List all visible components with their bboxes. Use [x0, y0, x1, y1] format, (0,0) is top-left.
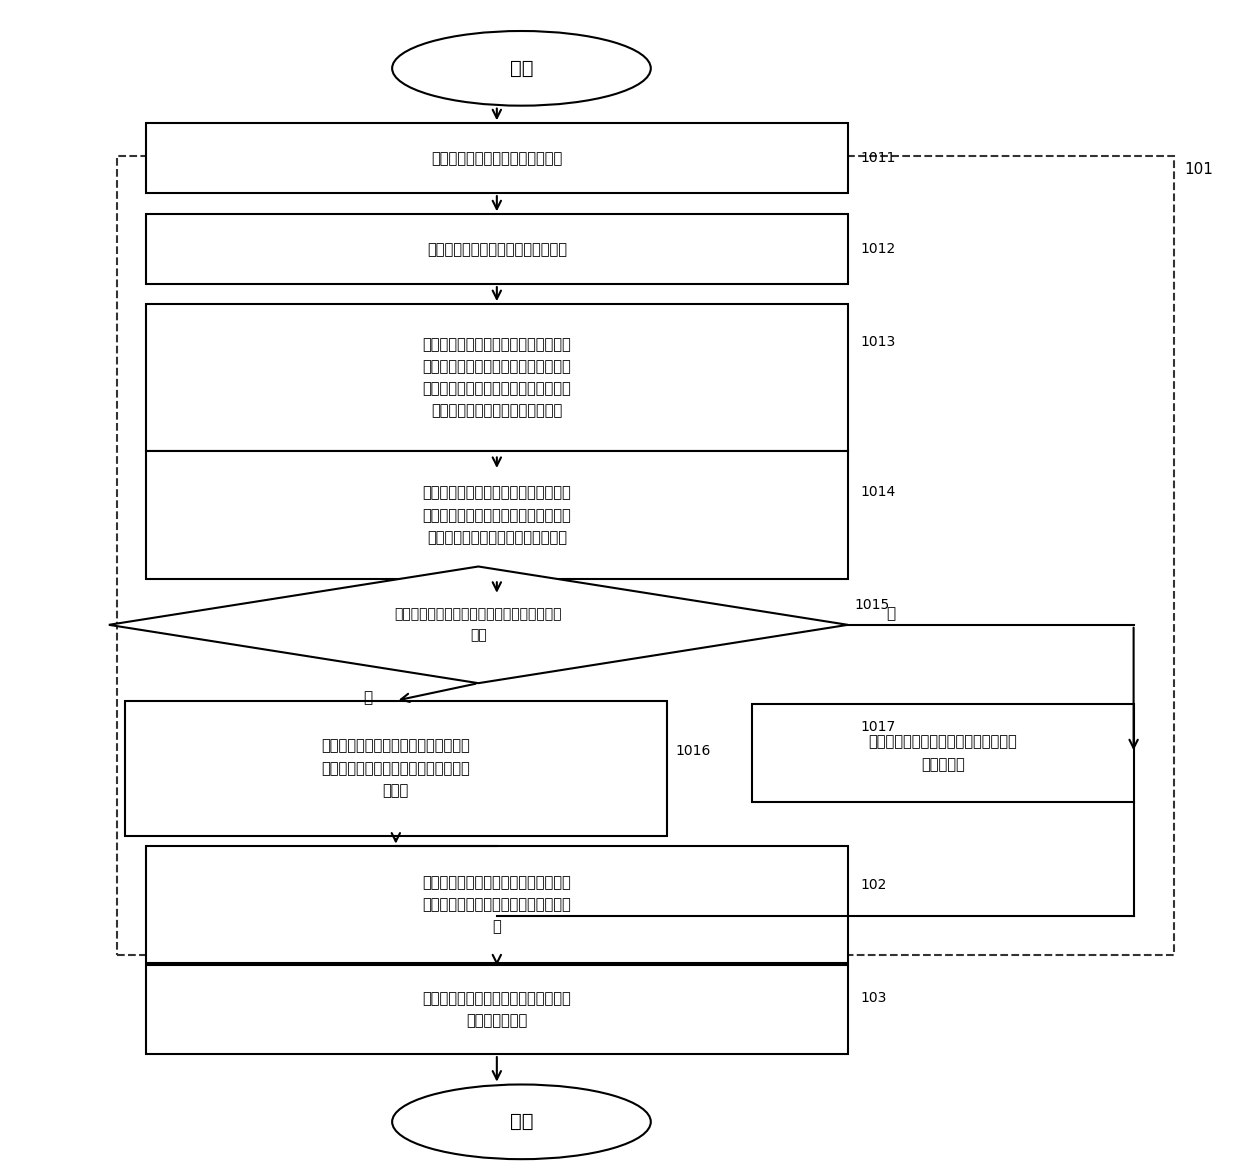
Bar [125, 700, 667, 835]
Bar [146, 966, 848, 1054]
Bar [146, 451, 848, 579]
Text: 1011: 1011 [861, 152, 895, 166]
Bar [751, 704, 1133, 803]
Text: 结束: 结束 [510, 1113, 533, 1132]
Text: 分别搭建两级涡轮增压器的仿真模型: 分别搭建两级涡轮增压器的仿真模型 [427, 242, 567, 256]
Text: 对可调两级涡轮增压发动机的实时仿真
模型进行实时化: 对可调两级涡轮增压发动机的实时仿真 模型进行实时化 [423, 992, 572, 1028]
Bar [146, 304, 848, 451]
Text: 是: 是 [363, 690, 372, 705]
Text: 搭建自然吸气型发动机的仿真模型: 搭建自然吸气型发动机的仿真模型 [432, 150, 563, 166]
Bar [146, 846, 848, 964]
Text: 1015: 1015 [854, 598, 889, 612]
Text: 1013: 1013 [861, 336, 895, 349]
Text: 1016: 1016 [676, 744, 711, 758]
Text: 1012: 1012 [861, 242, 895, 256]
Text: 1017: 1017 [861, 720, 895, 734]
Text: 对自然吸气型发动机的仿真模型以及两
级涡轮增压器的仿真模型进行联合调试
，得到可调两级涡轮增压发动机的基于
多元非线性微分方程组的仿真模型: 对自然吸气型发动机的仿真模型以及两 级涡轮增压器的仿真模型进行联合调试 ，得到可… [423, 337, 572, 418]
Ellipse shape [392, 1085, 651, 1160]
Bar [118, 156, 1174, 955]
Text: 101: 101 [1184, 162, 1213, 176]
Polygon shape [109, 566, 848, 683]
Bar [146, 123, 848, 193]
Text: 1014: 1014 [861, 485, 895, 499]
Text: 对多元非线性微分方程组解耦简化得到
可调两级涡轮增压发动机的实时仿真模
型: 对多元非线性微分方程组解耦简化得到 可调两级涡轮增压发动机的实时仿真模 型 [423, 875, 572, 934]
Text: 103: 103 [861, 992, 887, 1005]
Text: 开始: 开始 [510, 59, 533, 78]
Bar [146, 214, 848, 284]
Text: 判断匹配后的发动机与目标发动机的性能是否
相符: 判断匹配后的发动机与目标发动机的性能是否 相符 [394, 607, 562, 642]
Text: 并对可调两级涡轮增压发动机的基于多
元非线性微分方程组的仿真模型中的发
动机分别进行两级涡轮增压器的匹配: 并对可调两级涡轮增压发动机的基于多 元非线性微分方程组的仿真模型中的发 动机分别… [423, 485, 572, 545]
Text: 否: 否 [887, 605, 895, 620]
Text: 得到目标发动机的可调两级涡轮增压发
动机的基于多元非线性微分方程组的仿
真模型: 得到目标发动机的可调两级涡轮增压发 动机的基于多元非线性微分方程组的仿 真模型 [321, 739, 470, 798]
Text: 根据目标发动机的参数调整匹配后的发
动机的参数: 根据目标发动机的参数调整匹配后的发 动机的参数 [868, 734, 1017, 772]
Text: 102: 102 [861, 878, 887, 892]
Ellipse shape [392, 31, 651, 106]
